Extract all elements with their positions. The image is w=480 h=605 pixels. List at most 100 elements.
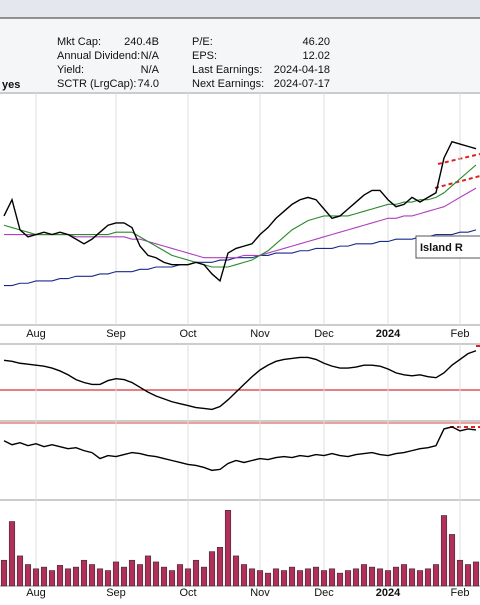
volume-bar	[232, 555, 240, 587]
volume-bar	[104, 570, 112, 587]
volume-bar	[144, 555, 152, 587]
volume-bar	[80, 559, 88, 587]
volume-bar	[248, 568, 256, 587]
volume-bar	[320, 570, 328, 587]
volume-bar	[272, 568, 280, 587]
volume-bar	[64, 568, 72, 587]
annotation-box	[415, 235, 480, 259]
series-line	[3, 140, 477, 283]
volume-bar	[408, 568, 416, 587]
volume-bar	[88, 564, 96, 587]
volume-bar	[192, 559, 200, 587]
volume-bar	[0, 559, 8, 587]
quote-value: N/A	[141, 50, 160, 62]
volume-bar	[376, 568, 384, 587]
volume-bar	[168, 570, 176, 587]
volume-bar	[392, 566, 400, 587]
volume-bar	[352, 568, 360, 587]
volume-bar	[208, 551, 216, 587]
quote-label: P/E:	[192, 36, 213, 48]
volume-bar	[120, 566, 128, 587]
volume-bar	[336, 572, 344, 587]
volume-bar	[136, 564, 144, 587]
series-line	[4, 229, 477, 287]
volume-bar	[304, 568, 312, 587]
quote-value: 2024-04-18	[274, 64, 330, 76]
volume-bar	[264, 572, 272, 587]
quote-value: N/A	[141, 64, 160, 76]
x-tick-label: 2024	[376, 587, 401, 599]
quote-value: 74.0	[138, 78, 159, 90]
volume-bar	[240, 564, 248, 587]
volume-bar	[416, 570, 424, 587]
x-tick-label: 2024	[376, 328, 401, 340]
volume-bar	[312, 566, 320, 587]
volume-bar	[24, 564, 32, 587]
volume-bar	[8, 521, 16, 587]
volume-bar	[256, 570, 264, 587]
volume-bar	[280, 570, 288, 587]
volume-bar	[32, 568, 40, 587]
x-tick-label: Oct	[179, 587, 196, 599]
volume-bar	[344, 570, 352, 587]
x-tick-label: Dec	[314, 587, 334, 599]
volume-bar	[224, 510, 232, 587]
x-tick-label: Dec	[314, 328, 334, 340]
x-tick-label: Aug	[26, 328, 46, 340]
series-line	[3, 350, 477, 411]
volume-bar	[72, 566, 80, 587]
volume-bar	[400, 564, 408, 587]
volume-bar	[440, 515, 448, 587]
volume-bar	[16, 555, 24, 587]
volume-bar	[288, 566, 296, 587]
x-tick-label: Feb	[451, 587, 470, 599]
header-bar	[0, 0, 480, 18]
quote-value: 240.4B	[124, 36, 159, 48]
quote-label: EPS:	[192, 50, 217, 62]
x-tick-label: Nov	[250, 587, 270, 599]
series-line	[4, 187, 477, 259]
volume-bar	[176, 564, 184, 587]
symbol-tag: yes	[2, 79, 20, 91]
volume-bar	[40, 566, 48, 587]
quote-label: SCTR (LrgCap):	[57, 78, 136, 90]
volume-bar	[128, 559, 136, 587]
quote-label: Yield:	[57, 64, 84, 76]
quote-value: 12.02	[302, 50, 330, 62]
volume-bar	[184, 568, 192, 587]
trend-line	[437, 153, 480, 165]
volume-bar	[328, 568, 336, 587]
volume-bar	[160, 566, 168, 587]
volume-bar	[472, 561, 480, 587]
x-tick-label: Aug	[26, 587, 46, 599]
series-line	[3, 164, 477, 268]
quote-label: Last Earnings:	[192, 64, 262, 76]
quote-value: 46.20	[302, 36, 330, 48]
x-tick-label: Sep	[106, 587, 126, 599]
volume-bar	[432, 564, 440, 587]
volume-bar	[424, 568, 432, 587]
volume-bar	[448, 534, 456, 587]
volume-bar	[368, 566, 376, 587]
volume-bar	[456, 559, 464, 587]
x-tick-label: Nov	[250, 328, 270, 340]
volume-bar	[48, 570, 56, 587]
quote-label: Annual Dividend:	[57, 50, 140, 62]
x-tick-label: Sep	[106, 328, 126, 340]
volume-bar	[152, 561, 160, 587]
volume-bar	[360, 564, 368, 587]
volume-bar	[216, 547, 224, 587]
volume-bar	[296, 570, 304, 587]
series-line	[3, 426, 477, 472]
x-tick-label: Feb	[451, 328, 470, 340]
annotation: Island R	[420, 242, 463, 254]
x-tick-label: Oct	[179, 328, 196, 340]
volume-bar	[112, 561, 120, 587]
volume-bar	[464, 564, 472, 587]
volume-bar	[96, 568, 104, 587]
volume-bar	[384, 570, 392, 587]
quote-value: 2024-07-17	[274, 78, 330, 90]
volume-bar	[200, 566, 208, 587]
